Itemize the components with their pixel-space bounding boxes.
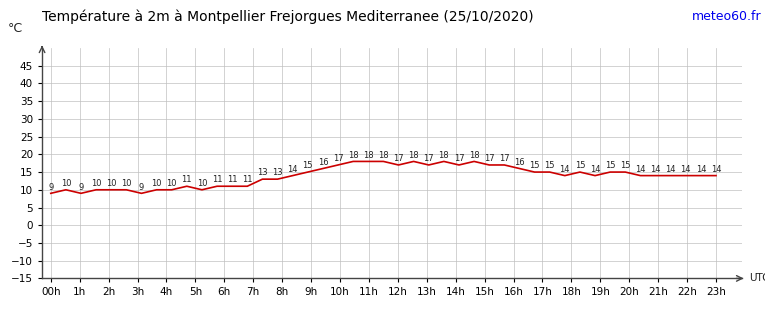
Text: 17: 17 (333, 154, 343, 163)
Text: 14: 14 (711, 165, 721, 174)
Text: 16: 16 (317, 158, 328, 167)
Text: 10: 10 (106, 179, 116, 188)
Text: 17: 17 (499, 154, 509, 163)
Text: 17: 17 (424, 154, 434, 163)
Text: 10: 10 (151, 179, 162, 188)
Text: 14: 14 (559, 165, 570, 174)
Text: 15: 15 (529, 161, 540, 170)
Text: 18: 18 (378, 151, 389, 160)
Text: 11: 11 (212, 175, 223, 184)
Text: 14: 14 (681, 165, 691, 174)
Text: 15: 15 (302, 161, 313, 170)
Text: 17: 17 (454, 154, 464, 163)
Text: 9: 9 (78, 182, 83, 192)
Text: 18: 18 (469, 151, 480, 160)
Text: 15: 15 (620, 161, 630, 170)
Text: 14: 14 (590, 165, 601, 174)
Text: 13: 13 (257, 168, 268, 177)
Text: meteo60.fr: meteo60.fr (692, 10, 761, 23)
Text: °C: °C (8, 22, 23, 36)
Text: 11: 11 (181, 175, 192, 184)
Text: 16: 16 (514, 158, 525, 167)
Text: 14: 14 (695, 165, 706, 174)
Text: 10: 10 (197, 179, 207, 188)
Text: UTC: UTC (749, 273, 765, 284)
Text: 11: 11 (242, 175, 252, 184)
Text: 9: 9 (48, 182, 54, 192)
Text: 9: 9 (138, 182, 144, 192)
Text: 10: 10 (91, 179, 101, 188)
Text: 13: 13 (272, 168, 283, 177)
Text: 10: 10 (60, 179, 71, 188)
Text: 15: 15 (605, 161, 615, 170)
Text: 10: 10 (167, 179, 177, 188)
Text: 17: 17 (393, 154, 404, 163)
Text: 18: 18 (438, 151, 449, 160)
Text: 14: 14 (666, 165, 676, 174)
Text: 10: 10 (121, 179, 132, 188)
Text: 11: 11 (227, 175, 237, 184)
Text: 15: 15 (545, 161, 555, 170)
Text: 18: 18 (409, 151, 419, 160)
Text: 14: 14 (635, 165, 646, 174)
Text: 14: 14 (288, 165, 298, 174)
Text: 18: 18 (348, 151, 359, 160)
Text: 15: 15 (575, 161, 585, 170)
Text: 14: 14 (650, 165, 661, 174)
Text: 18: 18 (363, 151, 373, 160)
Text: 17: 17 (484, 154, 494, 163)
Text: Température à 2m à Montpellier Frejorgues Mediterranee (25/10/2020): Température à 2m à Montpellier Frejorgue… (42, 10, 534, 24)
